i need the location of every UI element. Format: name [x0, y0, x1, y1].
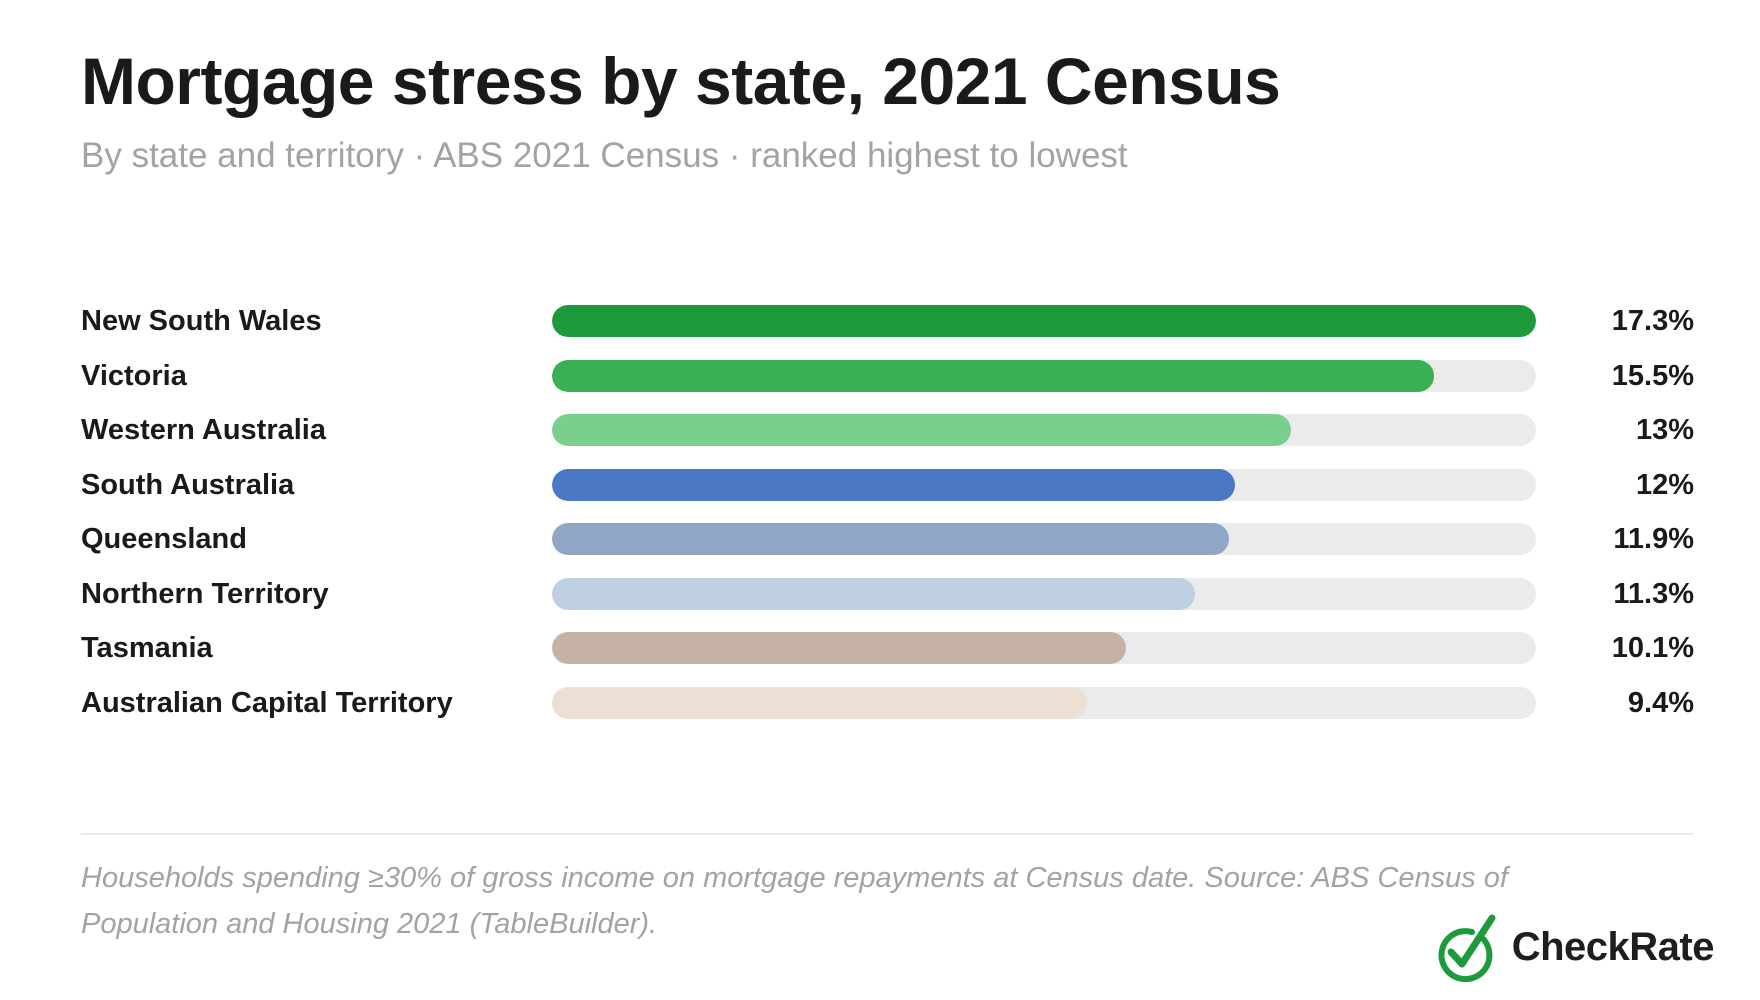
value-label: 13% [1635, 414, 1694, 446]
bar-row: Northern Territory 11.3% [0, 567, 1760, 621]
bar [552, 686, 1087, 719]
bar-track [552, 468, 1536, 501]
bar-row: Australian Capital Territory 9.4% [0, 676, 1760, 730]
value-label: 15.5% [1611, 359, 1694, 392]
category-label: South Australia [81, 468, 295, 501]
bar-row: Tasmania 10.1% [0, 621, 1760, 675]
footnote: Households spending ≥30% of gross income… [81, 862, 1508, 940]
bar-track [552, 686, 1536, 719]
chart-title: Mortgage stress by state, 2021 Census [81, 44, 1281, 118]
bar-row: New South Wales 17.3% [0, 294, 1760, 348]
category-label: Queensland [81, 523, 247, 555]
bar-track [552, 577, 1536, 610]
category-label: Western Australia [81, 414, 326, 446]
bar [552, 577, 1195, 610]
bar-track [552, 414, 1536, 446]
bar [552, 359, 1434, 392]
bar-track [552, 305, 1536, 337]
value-label: 11.9% [1613, 523, 1694, 555]
brand-name: CheckRate [1511, 924, 1715, 969]
bar [552, 305, 1536, 337]
bar-track [552, 359, 1536, 392]
value-label: 11.3% [1613, 577, 1694, 610]
category-label: New South Wales [81, 305, 322, 337]
bar-row: Victoria 15.5% [0, 349, 1760, 403]
value-label: 9.4% [1627, 686, 1694, 719]
value-label: 12% [1635, 468, 1694, 501]
category-label: Northern Territory [81, 577, 329, 610]
bar-row: South Australia 12% [0, 458, 1760, 512]
value-label: 17.3% [1611, 305, 1694, 337]
bar [552, 632, 1127, 664]
chart-subtitle: By state and territory · ABS 2021 Census… [81, 136, 1128, 175]
bar [552, 414, 1292, 446]
bar [552, 523, 1229, 555]
bar-track [552, 523, 1536, 555]
footer-divider [81, 833, 1694, 835]
brand-logo: CheckRate [1434, 912, 1715, 982]
bar-track [552, 632, 1536, 664]
bar [552, 468, 1235, 501]
category-label: Australian Capital Territory [81, 686, 453, 719]
bar-row: Queensland 11.9% [0, 512, 1760, 566]
value-label: 10.1% [1611, 632, 1694, 664]
category-label: Victoria [81, 359, 187, 392]
check-circle-logo-icon [1438, 914, 1496, 982]
bar-row: Western Australia 13% [0, 403, 1760, 457]
category-label: Tasmania [81, 632, 213, 664]
